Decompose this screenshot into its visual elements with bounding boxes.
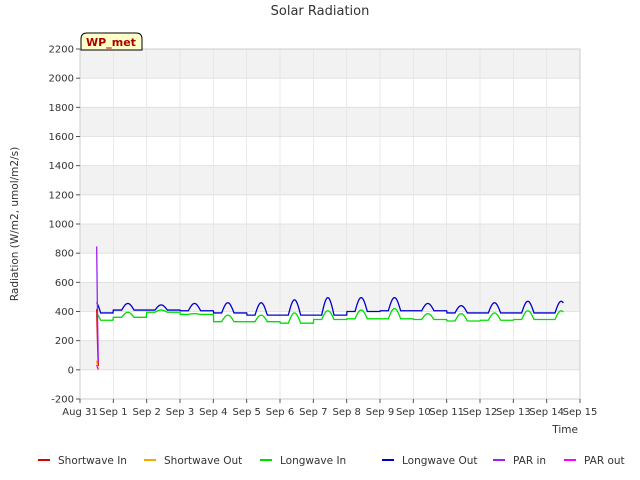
- y-axis: -200 0 200 400 600 800 1000 1200 1400 1600 1800 200…: [49, 45, 80, 406]
- annotation-box: WP_met: [80, 32, 143, 51]
- y-tick-label: 2000: [49, 74, 74, 85]
- x-tick-label: Sep 4: [199, 407, 227, 418]
- y-tick-label: 1200: [49, 190, 74, 201]
- legend-label: Longwave Out: [402, 455, 477, 467]
- y-tick-label: 2200: [49, 45, 74, 56]
- chart-title: Solar Radiation: [271, 4, 370, 19]
- x-tick-label: Sep 12: [463, 407, 498, 418]
- x-tick-label: Sep 9: [366, 407, 394, 418]
- x-tick-label: Sep 7: [299, 407, 327, 418]
- y-tick-label: 0: [68, 365, 74, 376]
- legend-item-longwave-out: Longwave Out: [382, 455, 477, 467]
- x-tick-label: Sep 8: [332, 407, 360, 418]
- series-line-longwave-in: [96, 307, 564, 324]
- x-tick-label: Sep 6: [266, 407, 294, 418]
- y-axis-label: Radiation (W/m2, umol/m2/s): [9, 147, 21, 301]
- y-tick-label: 400: [55, 307, 74, 318]
- y-tick-label: 600: [55, 278, 74, 289]
- legend-item-par-out: PAR out: [564, 455, 625, 467]
- x-axis: Aug 31 Sep 1 Sep 2 Sep 3 Sep 4 Sep 5 Sep 6 Sep …: [62, 399, 597, 418]
- grid-band: [80, 340, 580, 370]
- x-tick-label: Sep 15: [563, 407, 598, 418]
- legend: Shortwave In Shortwave Out Longwave In Long…: [38, 455, 625, 467]
- annotation-label: WP_met: [86, 36, 136, 49]
- y-tick-label: 1800: [49, 103, 74, 114]
- grid-bands: [80, 49, 580, 370]
- x-tick-label: Sep 11: [429, 407, 464, 418]
- grid-band: [80, 49, 580, 79]
- legend-label: PAR out: [584, 455, 625, 467]
- y-tick-label: 1400: [49, 161, 74, 172]
- y-tick-label: 1000: [49, 220, 74, 231]
- legend-label: Longwave In: [280, 455, 346, 467]
- y-tick-label: 1600: [49, 132, 74, 143]
- y-tick-label: 200: [55, 336, 74, 347]
- series-line-par-in: [96, 246, 99, 363]
- x-tick-label: Sep 3: [166, 407, 194, 418]
- x-tick-label: Sep 5: [232, 407, 260, 418]
- legend-item-par-in: PAR in: [493, 455, 546, 467]
- legend-label: PAR in: [513, 455, 546, 467]
- grid-band: [80, 224, 580, 254]
- series-layer: [96, 246, 564, 370]
- series-line-par-out: [96, 364, 99, 370]
- x-axis-label: Time: [551, 424, 578, 436]
- x-tick-label: Sep 14: [529, 407, 564, 418]
- grid-band: [80, 282, 580, 312]
- y-tick-label: -200: [51, 395, 74, 406]
- x-tick-label: Aug 31: [62, 407, 97, 418]
- legend-label: Shortwave In: [58, 455, 127, 467]
- grid-band: [80, 165, 580, 195]
- y-tick-label: 800: [55, 249, 74, 260]
- x-tick-label: Sep 10: [396, 407, 431, 418]
- x-tick-label: Sep 2: [132, 407, 160, 418]
- legend-item-shortwave-out: Shortwave Out: [144, 455, 242, 467]
- legend-item-longwave-in: Longwave In: [260, 455, 346, 467]
- legend-label: Shortwave Out: [164, 455, 242, 467]
- grid-band: [80, 107, 580, 137]
- x-tick-label: Sep 13: [496, 407, 531, 418]
- series-line-longwave-out: [96, 297, 564, 316]
- x-tick-label: Sep 1: [99, 407, 127, 418]
- legend-item-shortwave-in: Shortwave In: [38, 455, 127, 467]
